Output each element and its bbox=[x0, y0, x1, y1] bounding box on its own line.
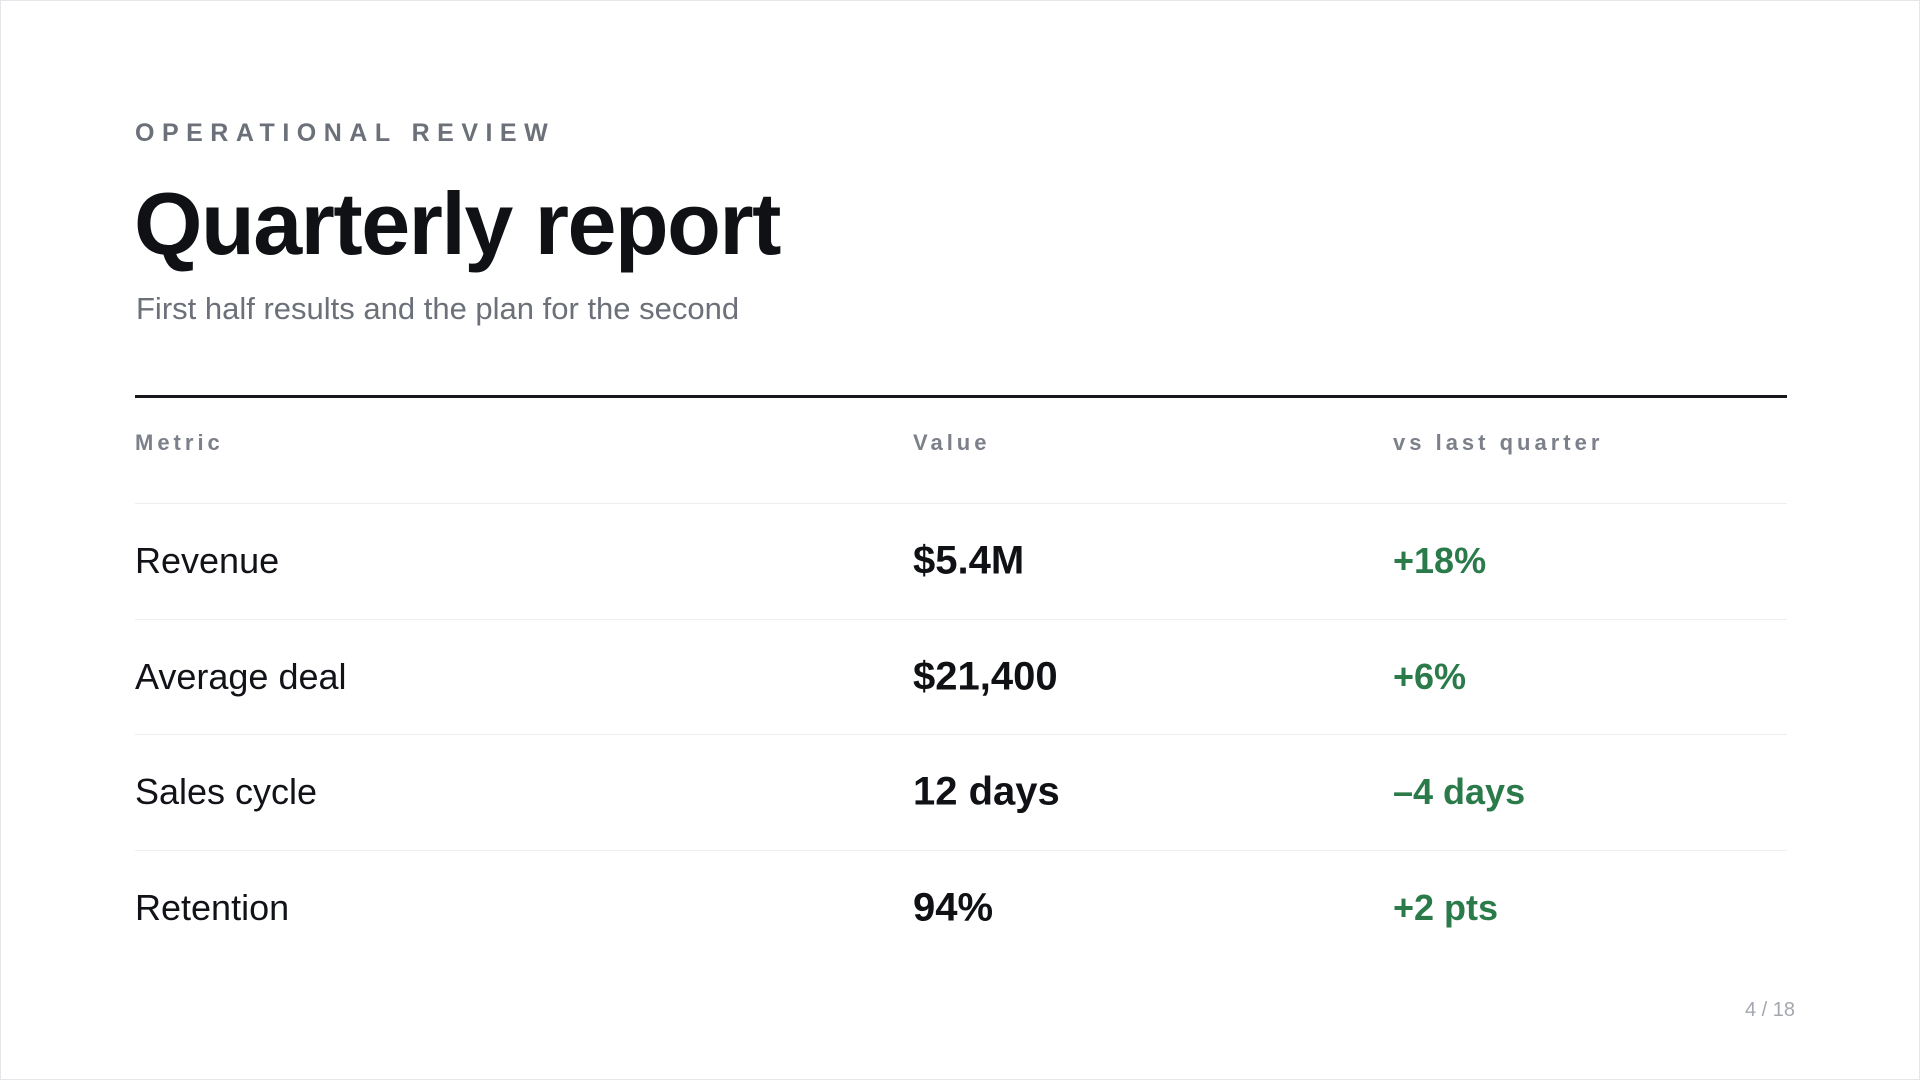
table-row: Sales cycle 12 days –4 days bbox=[135, 735, 1787, 851]
table-row: Revenue $5.4M +18% bbox=[135, 504, 1787, 620]
table-top-rule bbox=[135, 395, 1787, 398]
delta-cell: +18% bbox=[1393, 540, 1487, 582]
table-header: Metric Value vs last quarter bbox=[135, 398, 1787, 504]
delta-cell: +2 pts bbox=[1393, 887, 1499, 929]
eyebrow-label: OPERATIONAL REVIEW bbox=[135, 119, 556, 147]
value-cell: 94% bbox=[913, 885, 994, 930]
page-number: 4 / 18 bbox=[1744, 999, 1795, 1021]
delta-cell: –4 days bbox=[1393, 771, 1526, 813]
table-row: Average deal $21,400 +6% bbox=[135, 620, 1787, 735]
page-subtitle: First half results and the plan for the … bbox=[136, 291, 740, 326]
header-vs-last-quarter: vs last quarter bbox=[1393, 430, 1604, 455]
value-cell: $21,400 bbox=[913, 654, 1058, 699]
metric-cell: Revenue bbox=[135, 540, 280, 582]
metric-cell: Sales cycle bbox=[135, 771, 318, 813]
value-cell: 12 days bbox=[913, 769, 1060, 814]
delta-cell: +6% bbox=[1393, 655, 1467, 697]
metric-cell: Retention bbox=[135, 887, 290, 929]
page-title: Quarterly report bbox=[134, 174, 781, 273]
table-row: Retention 94% +2 pts bbox=[135, 851, 1787, 967]
value-cell: $5.4M bbox=[913, 538, 1025, 583]
header-value: Value bbox=[913, 430, 991, 455]
metrics-table: Metric Value vs last quarter Revenue $5.… bbox=[135, 395, 1787, 966]
metric-cell: Average deal bbox=[135, 655, 347, 697]
header-metric: Metric bbox=[135, 430, 224, 455]
